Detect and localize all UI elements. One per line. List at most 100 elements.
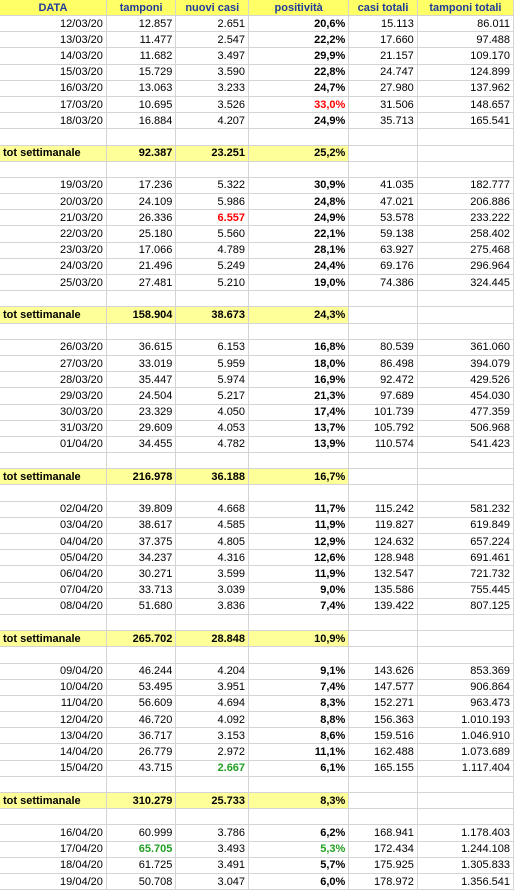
cell-date[interactable]: 03/04/20 (0, 517, 107, 535)
empty-cell[interactable] (417, 306, 514, 324)
weekly-total-nuovi-casi[interactable]: 23.251 (175, 145, 250, 162)
cell-positivita[interactable]: 11,9% (248, 565, 350, 583)
cell-nuovi-casi[interactable]: 3.836 (175, 598, 250, 615)
weekly-total-nuovi-casi[interactable]: 28.848 (175, 630, 250, 648)
cell-tamponi-totali[interactable]: 429.526 (417, 371, 514, 389)
empty-cell[interactable] (348, 452, 418, 470)
header-cell-tamponi-totali[interactable]: tamponi totali (417, 0, 514, 16)
empty-cell[interactable] (175, 808, 250, 826)
cell-casi-totali[interactable]: 35.713 (348, 112, 418, 130)
empty-cell[interactable] (0, 808, 107, 826)
empty-cell[interactable] (0, 614, 107, 632)
cell-casi-totali[interactable]: 110.574 (348, 436, 418, 454)
cell-tamponi[interactable]: 25.180 (106, 225, 177, 243)
cell-tamponi[interactable]: 26.779 (106, 743, 177, 761)
empty-cell[interactable] (348, 306, 418, 324)
weekly-total-label[interactable]: tot settimanale (0, 306, 107, 324)
cell-tamponi[interactable]: 39.809 (106, 501, 177, 518)
cell-nuovi-casi[interactable]: 5.959 (175, 355, 250, 373)
empty-cell[interactable] (106, 323, 177, 340)
empty-cell[interactable] (175, 452, 250, 470)
cell-casi-totali[interactable]: 105.792 (348, 420, 418, 437)
empty-cell[interactable] (106, 808, 177, 826)
empty-cell[interactable] (248, 323, 350, 340)
cell-tamponi-totali[interactable]: 394.079 (417, 355, 514, 373)
cell-tamponi[interactable]: 12.857 (106, 15, 177, 33)
cell-date[interactable]: 13/03/20 (0, 31, 107, 49)
empty-cell[interactable] (417, 776, 514, 794)
cell-casi-totali[interactable]: 147.577 (348, 679, 418, 696)
empty-cell[interactable] (106, 646, 177, 664)
empty-cell[interactable] (248, 484, 350, 502)
cell-positivita[interactable]: 5,3% (248, 841, 350, 858)
empty-cell[interactable] (0, 323, 107, 340)
cell-date[interactable]: 28/03/20 (0, 371, 107, 389)
cell-tamponi-totali[interactable]: 296.964 (417, 258, 514, 276)
cell-positivita[interactable]: 16,9% (248, 371, 350, 389)
cell-positivita[interactable]: 13,7% (248, 420, 350, 437)
empty-cell[interactable] (417, 452, 514, 470)
empty-cell[interactable] (248, 614, 350, 632)
cell-tamponi[interactable]: 51.680 (106, 598, 177, 615)
cell-nuovi-casi[interactable]: 4.694 (175, 695, 250, 713)
cell-tamponi[interactable]: 36.717 (106, 727, 177, 745)
cell-date[interactable]: 17/03/20 (0, 96, 107, 114)
empty-cell[interactable] (248, 808, 350, 826)
weekly-total-label[interactable]: tot settimanale (0, 792, 107, 810)
empty-cell[interactable] (248, 776, 350, 794)
cell-casi-totali[interactable]: 135.586 (348, 582, 418, 599)
cell-tamponi-totali[interactable]: 109.170 (417, 47, 514, 65)
cell-tamponi-totali[interactable]: 1.356.541 (417, 873, 514, 890)
cell-tamponi[interactable]: 11.477 (106, 31, 177, 49)
cell-tamponi[interactable]: 61.725 (106, 857, 177, 874)
cell-casi-totali[interactable]: 86.498 (348, 355, 418, 373)
cell-date[interactable]: 01/04/20 (0, 436, 107, 454)
cell-tamponi-totali[interactable]: 165.541 (417, 112, 514, 130)
cell-casi-totali[interactable]: 15.113 (348, 15, 418, 33)
empty-cell[interactable] (0, 484, 107, 502)
cell-date[interactable]: 15/04/20 (0, 760, 107, 777)
empty-cell[interactable] (248, 161, 350, 178)
cell-nuovi-casi[interactable]: 3.590 (175, 64, 250, 81)
cell-positivita[interactable]: 7,4% (248, 679, 350, 696)
cell-nuovi-casi[interactable]: 3.497 (175, 47, 250, 65)
cell-date[interactable]: 25/03/20 (0, 274, 107, 292)
cell-nuovi-casi[interactable]: 5.210 (175, 274, 250, 292)
cell-nuovi-casi[interactable]: 3.786 (175, 824, 250, 842)
cell-date[interactable]: 30/03/20 (0, 404, 107, 421)
cell-nuovi-casi[interactable]: 4.782 (175, 436, 250, 454)
cell-date[interactable]: 24/03/20 (0, 258, 107, 276)
weekly-total-tamponi[interactable]: 158.904 (106, 306, 177, 324)
cell-nuovi-casi[interactable]: 5.249 (175, 258, 250, 276)
weekly-total-positivita[interactable]: 24,3% (248, 306, 350, 324)
cell-casi-totali[interactable]: 168.941 (348, 824, 418, 842)
cell-date[interactable]: 06/04/20 (0, 565, 107, 583)
cell-nuovi-casi[interactable]: 2.547 (175, 31, 250, 49)
cell-positivita[interactable]: 16,8% (248, 339, 350, 356)
cell-date[interactable]: 12/04/20 (0, 711, 107, 729)
cell-tamponi-totali[interactable]: 1.244.108 (417, 841, 514, 858)
cell-positivita[interactable]: 24,9% (248, 209, 350, 227)
empty-cell[interactable] (348, 630, 418, 648)
cell-date[interactable]: 27/03/20 (0, 355, 107, 373)
empty-cell[interactable] (175, 614, 250, 632)
cell-nuovi-casi[interactable]: 5.217 (175, 387, 250, 405)
cell-tamponi-totali[interactable]: 691.461 (417, 549, 514, 567)
cell-tamponi-totali[interactable]: 97.488 (417, 31, 514, 49)
cell-tamponi[interactable]: 34.237 (106, 549, 177, 567)
empty-cell[interactable] (175, 290, 250, 308)
cell-nuovi-casi[interactable]: 4.585 (175, 517, 250, 535)
cell-nuovi-casi[interactable]: 5.560 (175, 225, 250, 243)
cell-tamponi-totali[interactable]: 807.125 (417, 598, 514, 615)
cell-date[interactable]: 02/04/20 (0, 501, 107, 518)
cell-tamponi-totali[interactable]: 963.473 (417, 695, 514, 713)
cell-tamponi[interactable]: 24.109 (106, 193, 177, 211)
empty-cell[interactable] (248, 290, 350, 308)
empty-cell[interactable] (175, 128, 250, 146)
cell-nuovi-casi[interactable]: 4.207 (175, 112, 250, 130)
cell-tamponi[interactable]: 15.729 (106, 64, 177, 81)
cell-tamponi-totali[interactable]: 1.117.404 (417, 760, 514, 777)
weekly-total-label[interactable]: tot settimanale (0, 468, 107, 486)
cell-tamponi-totali[interactable]: 324.445 (417, 274, 514, 292)
cell-tamponi[interactable]: 36.615 (106, 339, 177, 356)
